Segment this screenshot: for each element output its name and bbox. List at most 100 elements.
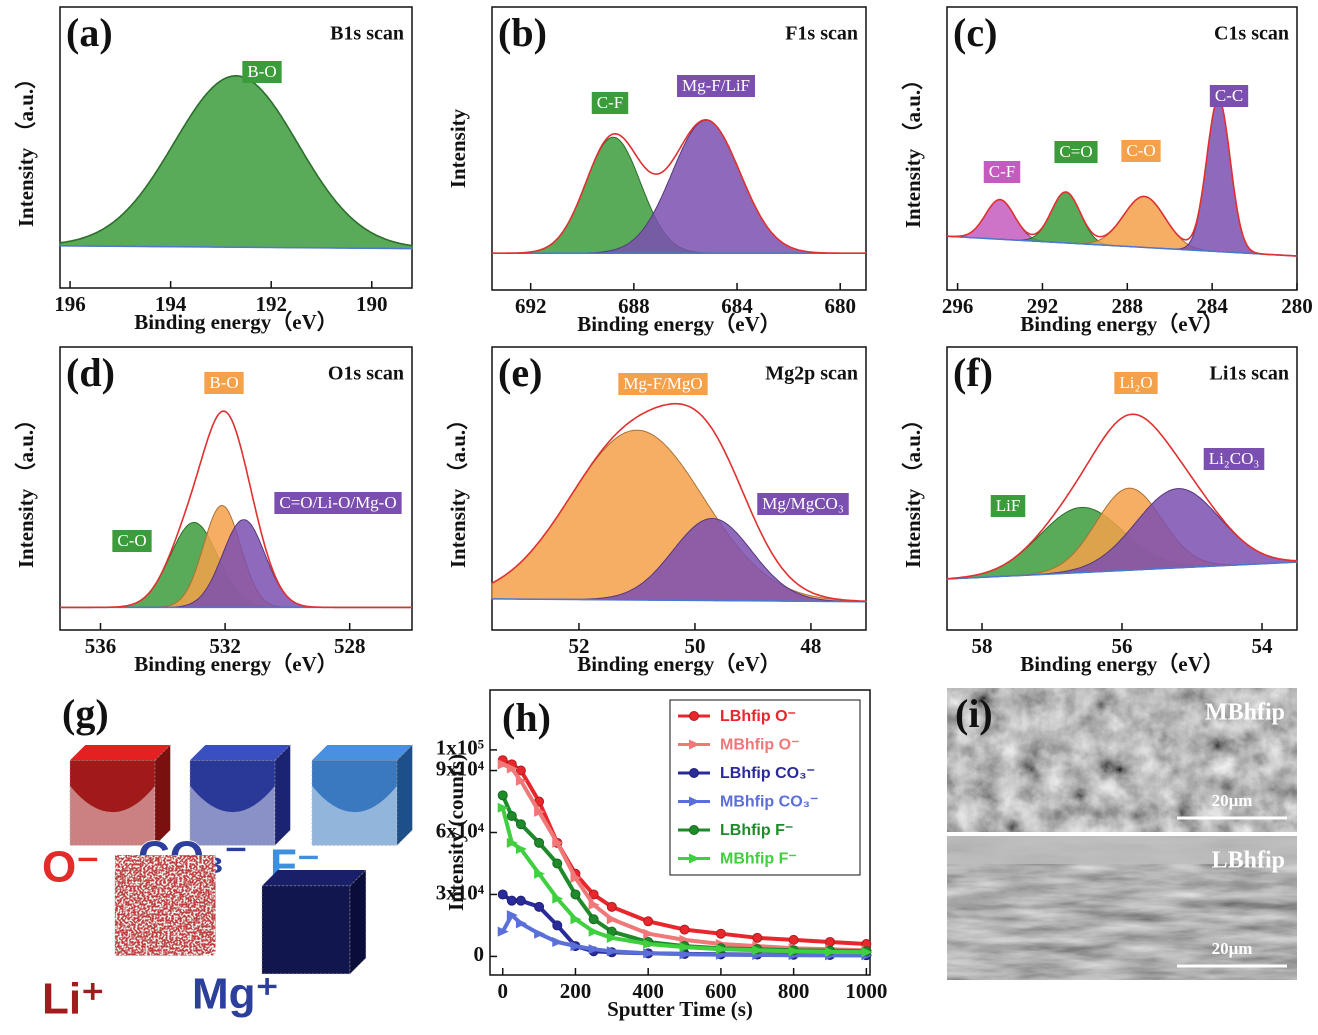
cube-side <box>397 745 412 845</box>
point <box>535 902 544 911</box>
figure: 196194192190Binding energy（eV）Intensity … <box>0 0 1318 1035</box>
panel-title: Li1s scan <box>1210 363 1289 385</box>
peak-label: Mg/MgCO₃ <box>762 494 844 513</box>
x-tick-label: 1000 <box>845 979 887 1003</box>
panel: 585654Binding energy（eV）Intensity （a.u.）… <box>901 347 1297 676</box>
x-tick-label: 280 <box>1281 294 1313 318</box>
x-axis-title: Binding energy（eV） <box>577 652 781 676</box>
sem-image: LBhfip 20μm <box>947 836 1297 980</box>
peak-label: Li₂O <box>1119 373 1152 392</box>
cube-top <box>312 745 412 760</box>
point <box>607 902 616 911</box>
point <box>644 917 653 926</box>
peak-label: C-F <box>989 162 1015 181</box>
x-tick-label: 692 <box>515 294 547 318</box>
peak-label: C=O <box>1059 142 1092 161</box>
x-tick-label: 296 <box>942 294 974 318</box>
legend-label: LBhfip F⁻ <box>720 822 793 839</box>
panel-label: (e) <box>498 350 542 395</box>
y-tick-label: 1x10⁵ <box>436 736 484 760</box>
panel-g: (g)O⁻CO₃⁻F⁻Li⁺Mg⁺ <box>42 691 412 1023</box>
x-tick-label: 48 <box>800 634 821 658</box>
point <box>789 935 798 944</box>
ion-map: Mg⁺ <box>192 870 366 1019</box>
scale-bar-label: 20μm <box>1212 791 1253 810</box>
cube-side <box>275 745 290 845</box>
peak-label: Mg-F/MgO <box>623 374 702 393</box>
point <box>680 925 689 934</box>
y-tick-label: 9x10⁴ <box>436 756 485 780</box>
ion-label: Li⁺ <box>42 975 104 1024</box>
y-axis-title: Intensity <box>446 108 470 188</box>
x-axis-title: Binding energy（eV） <box>1020 312 1224 336</box>
panel-title: Mg2p scan <box>765 363 858 385</box>
x-tick-label: 54 <box>1252 634 1274 658</box>
point <box>690 769 699 778</box>
panel: 296292288284280Binding energy（eV）Intensi… <box>901 7 1313 336</box>
peak-label: C=O/Li-O/Mg-O <box>279 493 396 512</box>
y-axis-title: Intensity （a.u.） <box>446 409 470 568</box>
point <box>507 896 516 905</box>
point <box>571 890 580 899</box>
sample-label: LBhfip <box>1212 848 1285 874</box>
point <box>553 859 562 868</box>
panel-label: (f) <box>953 350 993 395</box>
y-axis-title: Intensity （a.u.） <box>14 409 38 568</box>
ion-label: Mg⁺ <box>192 970 279 1019</box>
ion-label: O⁻ <box>42 843 99 892</box>
x-axis-title: Binding energy（eV） <box>134 310 338 334</box>
x-tick-label: 58 <box>972 634 993 658</box>
y-axis-title: Intensity （a.u.） <box>901 69 925 228</box>
cube-front <box>262 886 350 974</box>
plot-area <box>492 120 866 253</box>
peak-label: B-O <box>247 62 276 81</box>
panel-label: (d) <box>66 350 115 395</box>
scale-bar-label: 20μm <box>1212 939 1253 958</box>
y-axis-title: Intensity （a.u.） <box>901 409 925 568</box>
panel-label: (g) <box>62 691 109 736</box>
panel-title: O1s scan <box>328 363 404 385</box>
legend: LBhfip O⁻MBhfip O⁻LBhfip CO₃⁻MBhfip CO₃⁻… <box>670 700 860 875</box>
cube-top <box>190 745 290 760</box>
peak-label: C-F <box>597 93 623 112</box>
legend-label: LBhfip CO₃⁻ <box>720 765 815 782</box>
x-axis-title: Sputter Time (s) <box>607 997 753 1021</box>
point <box>507 811 516 820</box>
x-tick-label: 196 <box>54 292 86 316</box>
point <box>553 921 562 930</box>
legend-label: MBhfip O⁻ <box>720 737 800 754</box>
x-tick-label: 800 <box>778 979 810 1003</box>
x-tick-label: 680 <box>824 294 856 318</box>
panel-label: (a) <box>66 10 113 55</box>
panel-label: (i) <box>955 691 993 736</box>
x-axis-title: Binding energy（eV） <box>134 652 338 676</box>
peak-label: C-O <box>1126 141 1155 160</box>
cube-top <box>70 745 170 760</box>
y-tick-label: 3x10⁴ <box>436 880 485 904</box>
point <box>589 915 598 924</box>
peak-label: Li₂CO₃ <box>1209 449 1260 468</box>
legend-frame <box>670 700 860 875</box>
panel-title: B1s scan <box>330 23 404 45</box>
point <box>516 896 525 905</box>
plot-area <box>60 76 412 249</box>
cube-top <box>262 870 366 886</box>
peak-label: B-O <box>209 373 238 392</box>
y-tick-label: 6x10⁴ <box>436 818 485 842</box>
legend-label: LBhfip O⁻ <box>720 708 796 725</box>
legend-label: MBhfip F⁻ <box>720 851 797 868</box>
peak-label: Mg-F/LiF <box>682 76 750 95</box>
point <box>716 929 725 938</box>
y-tick-label: 0 <box>474 942 485 966</box>
x-axis-title: Binding energy（eV） <box>1020 652 1224 676</box>
x-tick-label: 190 <box>356 292 388 316</box>
point <box>753 933 762 942</box>
point <box>690 826 699 835</box>
x-tick-label: 0 <box>497 979 508 1003</box>
cube-speckle <box>115 855 215 955</box>
